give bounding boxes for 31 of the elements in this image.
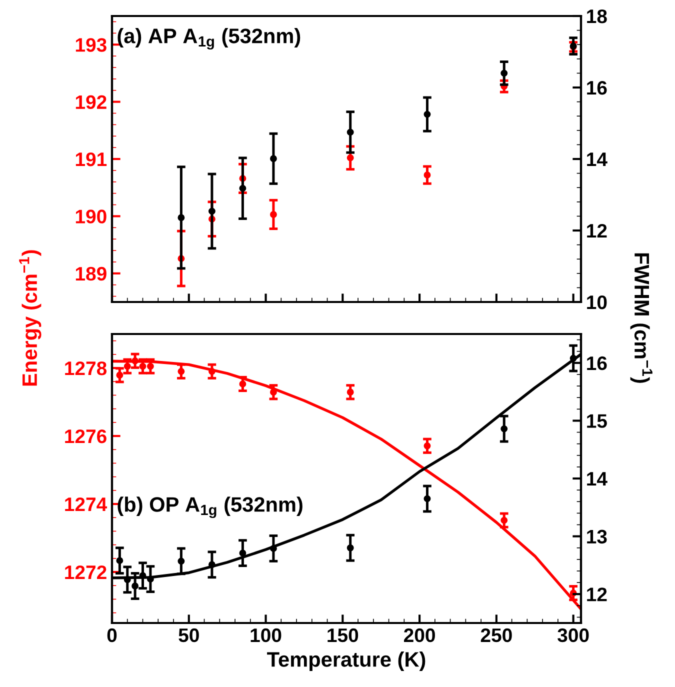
annotation: (b) OP A$_{1g}$ (532nm) <box>118 496 302 518</box>
y2-tick-label: 12 <box>587 224 607 238</box>
y2-tick-label: 16 <box>587 80 607 95</box>
y2-tick-label: 14 <box>587 472 608 486</box>
y-tick-label: 190 <box>76 210 106 224</box>
y-tick-label: 1276 <box>65 429 106 444</box>
x-tick-label: 150 <box>328 628 358 642</box>
y2-tick-label: 15 <box>587 414 607 428</box>
y-axis-title: Energy (cm$^{−1}$) <box>19 250 42 386</box>
y2-tick-label: 16 <box>587 356 607 370</box>
y-tick-label: 193 <box>76 38 106 52</box>
x-tick-label: 250 <box>480 628 512 642</box>
x-tick-label: 100 <box>250 628 282 642</box>
x-tick-label: 50 <box>178 628 199 642</box>
y-tick-label: 1272 <box>65 565 106 580</box>
y2-tick-label: 10 <box>587 295 607 310</box>
y2-tick-label: 12 <box>587 588 607 602</box>
y-tick-label: 191 <box>76 152 107 166</box>
x-tick-label: 200 <box>404 628 435 642</box>
x-tick-label: 300 <box>558 628 589 642</box>
x-axis-title: Temperature (K) <box>267 652 426 671</box>
y-tick-label: 1278 <box>65 361 107 376</box>
y2-tick-label: 18 <box>587 9 607 24</box>
y2-tick-label: 14 <box>587 152 608 166</box>
y-tick-label: 192 <box>76 95 106 110</box>
y2-axis-title: FWHM (cm$^{−1}$) <box>630 253 652 383</box>
y-tick-label: 189 <box>76 266 106 281</box>
annotation: (a) AP A$_{1g}$ (532nm) <box>118 28 300 50</box>
y-tick-label: 1274 <box>65 497 108 512</box>
y2-tick-label: 13 <box>587 530 607 544</box>
x-tick-label: 0 <box>107 628 117 642</box>
